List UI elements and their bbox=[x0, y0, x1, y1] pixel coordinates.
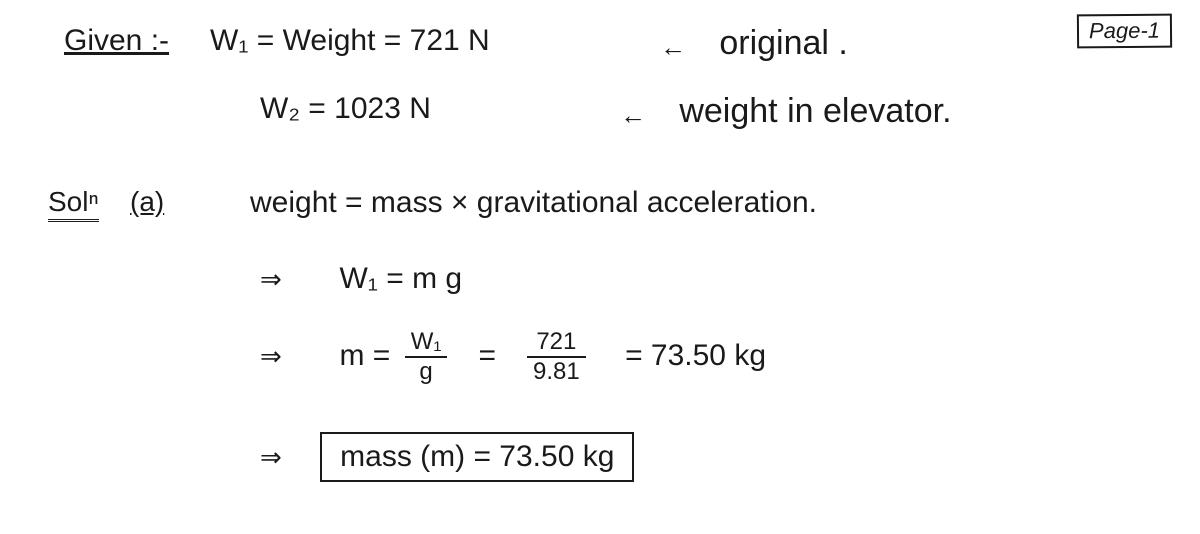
elevator-text: weight in elevator. bbox=[679, 92, 951, 130]
original-annotation: ← original . bbox=[660, 24, 848, 63]
fraction-numerator: 721 bbox=[527, 330, 586, 358]
m-equals-text: m = bbox=[339, 339, 390, 372]
solution-label-text: Solⁿ bbox=[48, 186, 99, 222]
fraction-721-over-981: 721 9.81 bbox=[527, 330, 586, 384]
w1-equals-mg-text: W₁ = m g bbox=[339, 262, 462, 295]
mass-value-text: = 73.50 kg bbox=[625, 339, 766, 372]
page-number-badge: Page-1 bbox=[1077, 14, 1172, 49]
w2-expression: W₂ = 1023 N bbox=[260, 92, 431, 126]
fraction-denominator: 9.81 bbox=[527, 358, 586, 384]
page-number-text: Page-1 bbox=[1089, 18, 1160, 44]
mass-result-row: ⇒ mass (m) = 73.50 kg bbox=[260, 432, 634, 482]
answer-box: mass (m) = 73.50 kg bbox=[320, 432, 634, 482]
part-a-text: (a) bbox=[130, 186, 164, 217]
weight-formula-text: weight = mass × gravitational accelerati… bbox=[250, 186, 817, 219]
equals-sign: = bbox=[478, 339, 496, 372]
w1-expression-text: W₁ = Weight = 721 N bbox=[210, 24, 490, 57]
original-text: original . bbox=[719, 24, 848, 62]
solution-label: Solⁿ bbox=[48, 186, 99, 218]
w2-expression-text: W₂ = 1023 N bbox=[260, 92, 431, 125]
arrow-left-icon: ← bbox=[620, 100, 646, 131]
weight-formula: weight = mass × gravitational accelerati… bbox=[250, 186, 817, 220]
elevator-annotation: ← weight in elevator. bbox=[620, 92, 952, 131]
part-a-label: (a) bbox=[130, 186, 164, 218]
w1-equals-mg-row: ⇒ W₁ = m g bbox=[260, 262, 462, 296]
fraction-w1-over-g: W₁ g bbox=[405, 330, 448, 384]
implies-icon: ⇒ bbox=[260, 341, 282, 371]
w1-expression: W₁ = Weight = 721 N bbox=[210, 24, 490, 58]
fraction-denominator: g bbox=[405, 358, 448, 384]
fraction-numerator: W₁ bbox=[405, 330, 448, 358]
given-label: Given :- bbox=[64, 24, 169, 58]
implies-icon: ⇒ bbox=[260, 442, 282, 472]
mass-derivation-row: ⇒ m = W₁ g = 721 9.81 = 73.50 kg bbox=[260, 330, 766, 384]
implies-icon: ⇒ bbox=[260, 264, 282, 294]
arrow-left-icon: ← bbox=[660, 32, 686, 63]
given-label-text: Given :- bbox=[64, 24, 169, 57]
answer-text: mass (m) = 73.50 kg bbox=[340, 440, 614, 473]
